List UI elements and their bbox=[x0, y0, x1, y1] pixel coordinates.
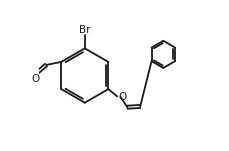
Text: O: O bbox=[31, 74, 39, 84]
Text: O: O bbox=[117, 92, 126, 102]
Text: Br: Br bbox=[79, 25, 90, 35]
